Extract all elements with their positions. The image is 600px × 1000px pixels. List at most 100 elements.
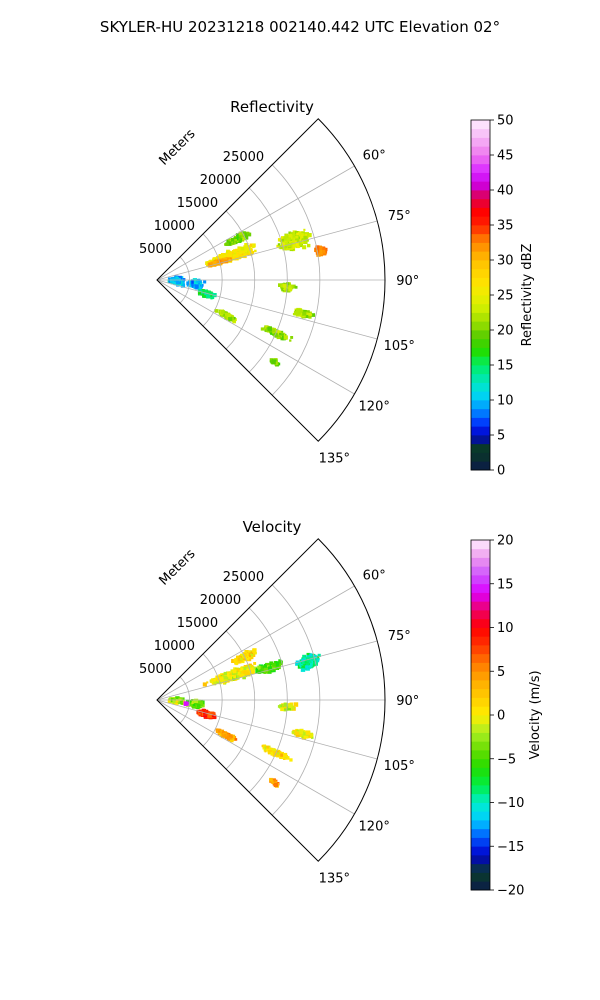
echo-cell [215,309,219,313]
echo-cell [314,655,320,660]
azimuth-tick-label: 135° [319,451,350,466]
echo-cell [281,333,284,336]
echo-cell [181,701,185,705]
echo-cell [230,237,235,242]
colorbar-segment [471,373,490,383]
echo-cell [198,280,202,283]
echo-cell [248,655,251,658]
echo-cell [292,242,297,247]
echo-cell [285,756,290,760]
colorbar-tick-label: 50 [497,114,514,129]
colorbar-segment [471,715,490,725]
colorbar-tick-label: 5 [497,665,505,680]
echo-cell [240,667,244,671]
figure-title: SKYLER-HU 20231218 002140.442 UTC Elevat… [100,18,500,36]
echo-cell [228,254,233,258]
echo-cell [292,729,297,735]
echo-cell [292,230,297,235]
panel-title: Velocity [243,518,302,536]
echo-cell [269,329,272,333]
echo-cell [279,660,283,664]
azimuth-tick-label: 120° [359,399,390,414]
echo-cell [308,315,312,319]
echo-cell [290,237,293,240]
colorbar-segment [471,146,490,156]
echo-cell [247,652,252,657]
echo-cell [238,231,243,236]
echo-cell [279,662,283,666]
colorbar-tick-label: 30 [497,254,514,269]
echo-cell [300,234,305,239]
echo-cell [252,244,256,248]
echo-cell [248,247,252,250]
echo-cell [295,731,300,736]
colorbar-segment [471,225,490,235]
echo-cell [296,232,299,236]
echo-cell [262,744,267,749]
echo-cell [251,251,254,255]
echo-cell [260,327,264,331]
colorbar-segment [471,330,490,340]
echo-cell [302,245,307,250]
colorbar-segment [471,137,490,147]
echo-cell [263,667,268,673]
echo-cell [191,280,195,284]
echo-cell [267,326,272,331]
colorbar-tick-label: −15 [497,840,524,855]
echo-cells [167,228,328,367]
radial-axis-label: Meters [157,546,199,588]
echo-cell [284,234,288,238]
echo-cell [210,293,213,296]
colorbar-segment [471,662,490,672]
echo-cell [254,249,257,253]
azimuth-tick-label: 120° [359,819,390,834]
echo-cell [229,315,234,319]
echo-cell [273,332,278,338]
echo-cell [278,238,282,242]
azimuth-tick-label: 75° [388,209,411,224]
colorbar-segment [471,811,490,821]
echo-cell [290,242,293,245]
echo-cell [226,241,232,246]
echo-cell [186,281,190,285]
echo-cell [177,277,181,282]
echo-cell [231,671,235,675]
echo-cell [198,289,201,293]
echo-cell [224,679,228,682]
echo-cell [206,681,209,684]
echo-cell [187,281,193,286]
echo-cell [219,677,223,680]
echo-cell [193,286,196,289]
echo-cell [231,253,234,256]
echo-cell [218,259,223,264]
echo-cell [223,671,227,676]
echo-cell [274,361,278,366]
echo-cell [264,750,267,753]
colorbar-segment [471,443,490,453]
echo-cell [239,657,243,661]
colorbar-segment [471,391,490,401]
colorbar-segment [471,653,490,663]
echo-cell [300,667,306,672]
echo-cell [253,666,257,670]
echo-cell [240,670,244,674]
azimuth-spoke [156,165,355,281]
colorbar-segment [471,198,490,208]
echo-cell [294,237,300,242]
echo-cell [253,652,256,655]
echo-cell [283,702,288,707]
reflectivity-panel: Reflectivity 5000 10000 15000 20000 25000 60… [139,98,535,479]
echo-cell [203,280,207,284]
azimuth-spoke [156,220,378,281]
echo-cell [178,275,182,280]
colorbar-tick-label: −20 [497,884,524,899]
echo-cell [255,667,260,672]
colorbar-segment [471,251,490,261]
echo-cell [283,752,288,758]
echo-cell [210,297,213,300]
colorbar-segment [471,601,490,611]
echo-cell [224,312,229,317]
echo-cell [235,662,238,666]
echo-cell [214,678,217,681]
echo-cell [196,704,201,708]
